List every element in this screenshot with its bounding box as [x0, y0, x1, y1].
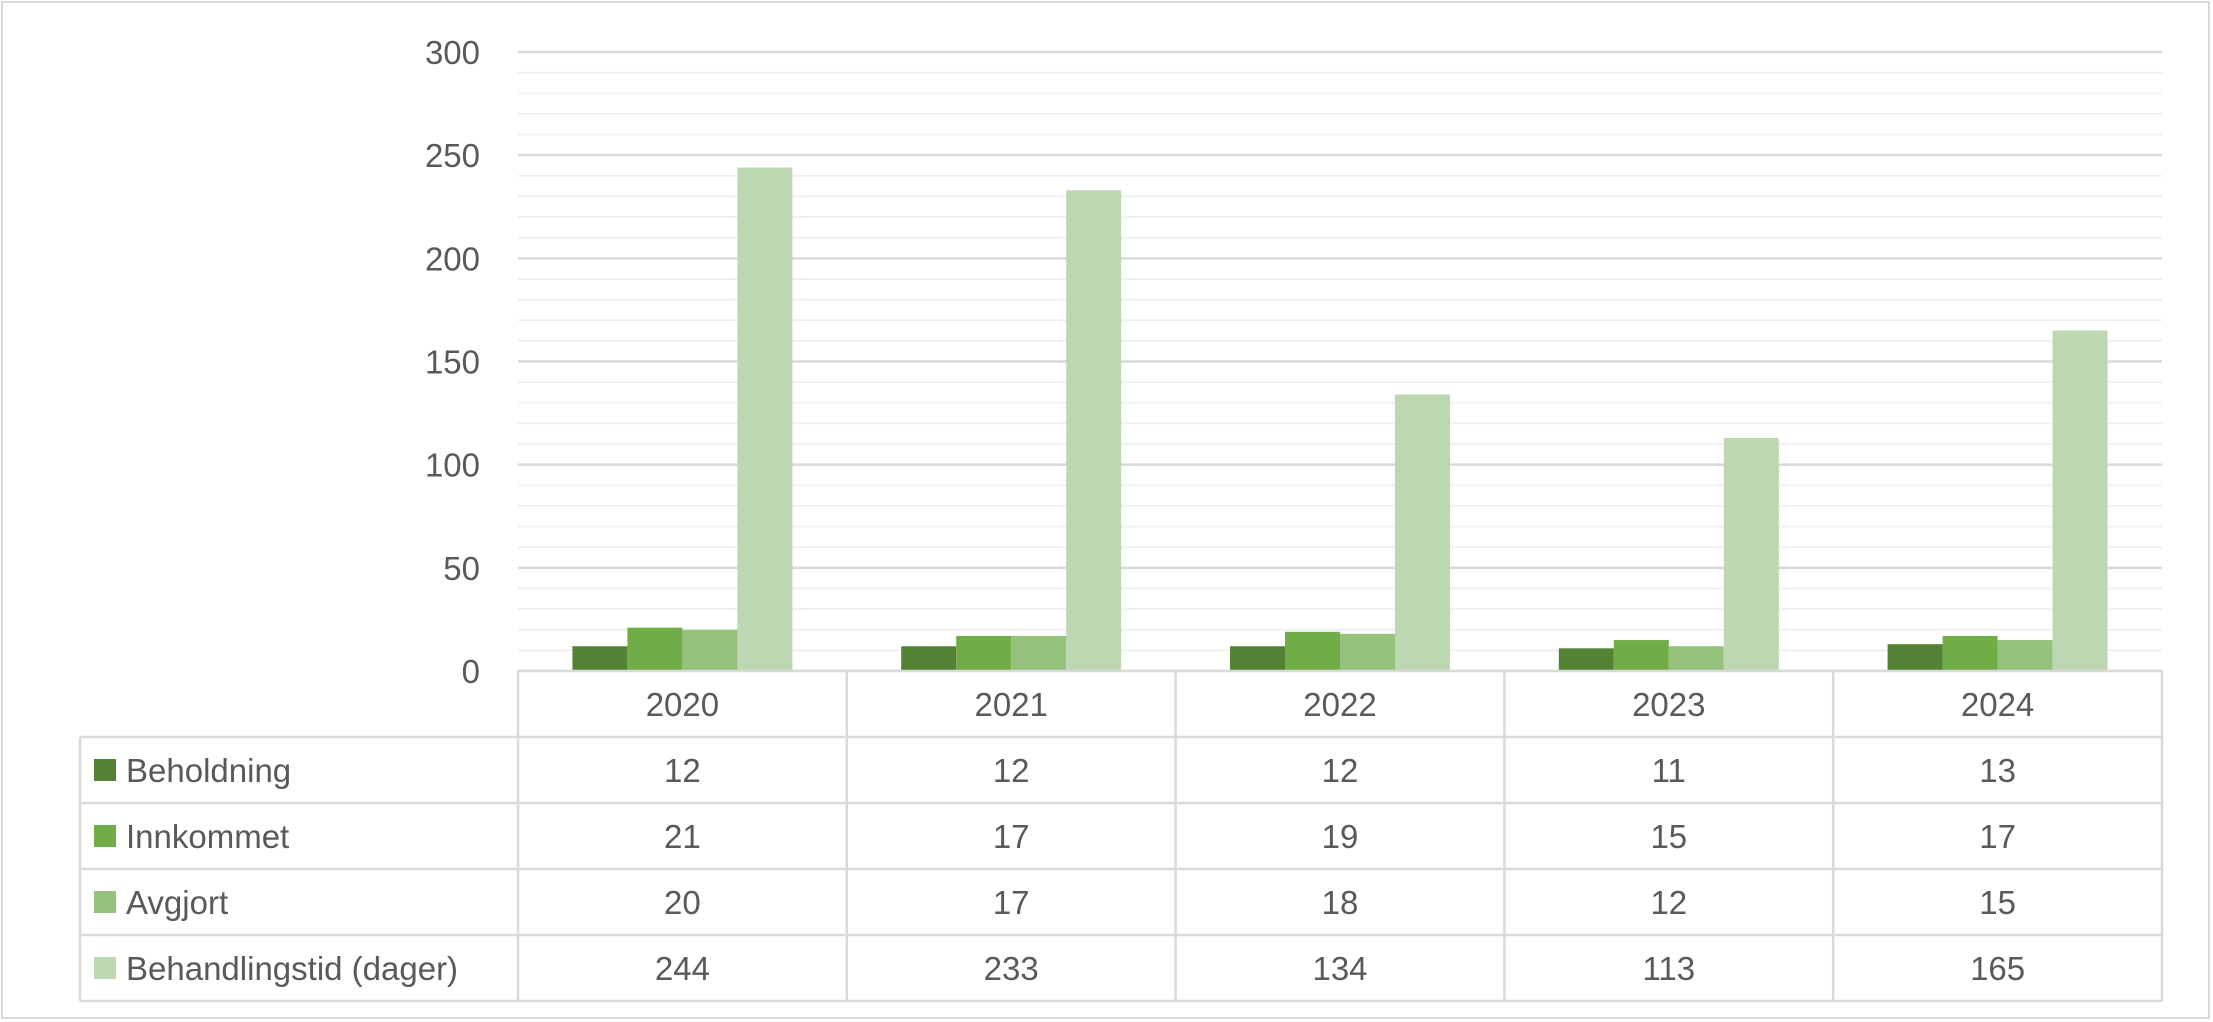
bar	[1011, 635, 1067, 671]
legend-swatch	[94, 957, 116, 979]
bar	[1066, 190, 1122, 671]
y-axis: 0 50 100 150 200 250 300	[425, 34, 480, 690]
legend-swatch	[94, 891, 116, 913]
series-label: Beholdning	[126, 752, 291, 789]
data-label: 17	[1979, 818, 2016, 855]
bar	[1613, 640, 1669, 671]
data-label: 21	[664, 818, 701, 855]
bar	[1668, 646, 1724, 671]
data-label: 19	[1322, 818, 1359, 855]
category-label: 2023	[1632, 686, 1705, 723]
data-label: 20	[664, 884, 701, 921]
bar	[1887, 644, 1943, 671]
data-label: 134	[1312, 950, 1367, 987]
bar	[1395, 394, 1450, 671]
data-label: 15	[1979, 884, 2016, 921]
data-label: 15	[1650, 818, 1687, 855]
bar	[1558, 648, 1614, 671]
data-label: 12	[1650, 884, 1687, 921]
bar	[572, 646, 628, 671]
category-label: 2024	[1961, 686, 2034, 723]
y-tick-label: 300	[425, 34, 480, 71]
y-tick-label: 150	[425, 344, 480, 381]
data-label: 233	[984, 950, 1039, 987]
data-label: 11	[1652, 752, 1686, 789]
bars	[572, 167, 2108, 671]
bar	[956, 635, 1012, 671]
data-label: 18	[1322, 884, 1359, 921]
data-label: 17	[993, 818, 1030, 855]
bar	[1942, 635, 1998, 671]
data-label: 165	[1970, 950, 2025, 987]
legend-swatch	[94, 825, 116, 847]
data-label: 12	[1322, 752, 1359, 789]
series-label: Behandlingstid (dager)	[126, 950, 458, 987]
data-label: 12	[664, 752, 701, 789]
y-tick-label: 200	[425, 240, 480, 277]
data-label: 12	[993, 752, 1030, 789]
bar	[1230, 646, 1285, 671]
bar	[737, 167, 793, 671]
category-label: 2022	[1303, 686, 1376, 723]
bar	[1723, 437, 1779, 671]
bar	[2052, 330, 2108, 671]
data-label: 113	[1642, 950, 1695, 987]
bar	[901, 646, 957, 671]
data-label: 17	[993, 884, 1030, 921]
category-label: 2021	[974, 686, 1047, 723]
series-label: Innkommet	[126, 818, 289, 855]
data-label: 244	[655, 950, 710, 987]
legend-swatch	[94, 759, 116, 781]
bar	[1997, 640, 2053, 671]
y-tick-label: 0	[462, 653, 480, 690]
category-label: 2020	[646, 686, 719, 723]
bar	[1285, 631, 1340, 671]
data-label: 13	[1979, 752, 2016, 789]
bar	[627, 627, 683, 671]
bar	[682, 629, 738, 671]
y-tick-label: 250	[425, 137, 480, 174]
bar	[1340, 633, 1395, 671]
y-tick-label: 100	[425, 447, 480, 484]
series-label: Avgjort	[126, 884, 228, 921]
y-tick-label: 50	[443, 550, 480, 587]
